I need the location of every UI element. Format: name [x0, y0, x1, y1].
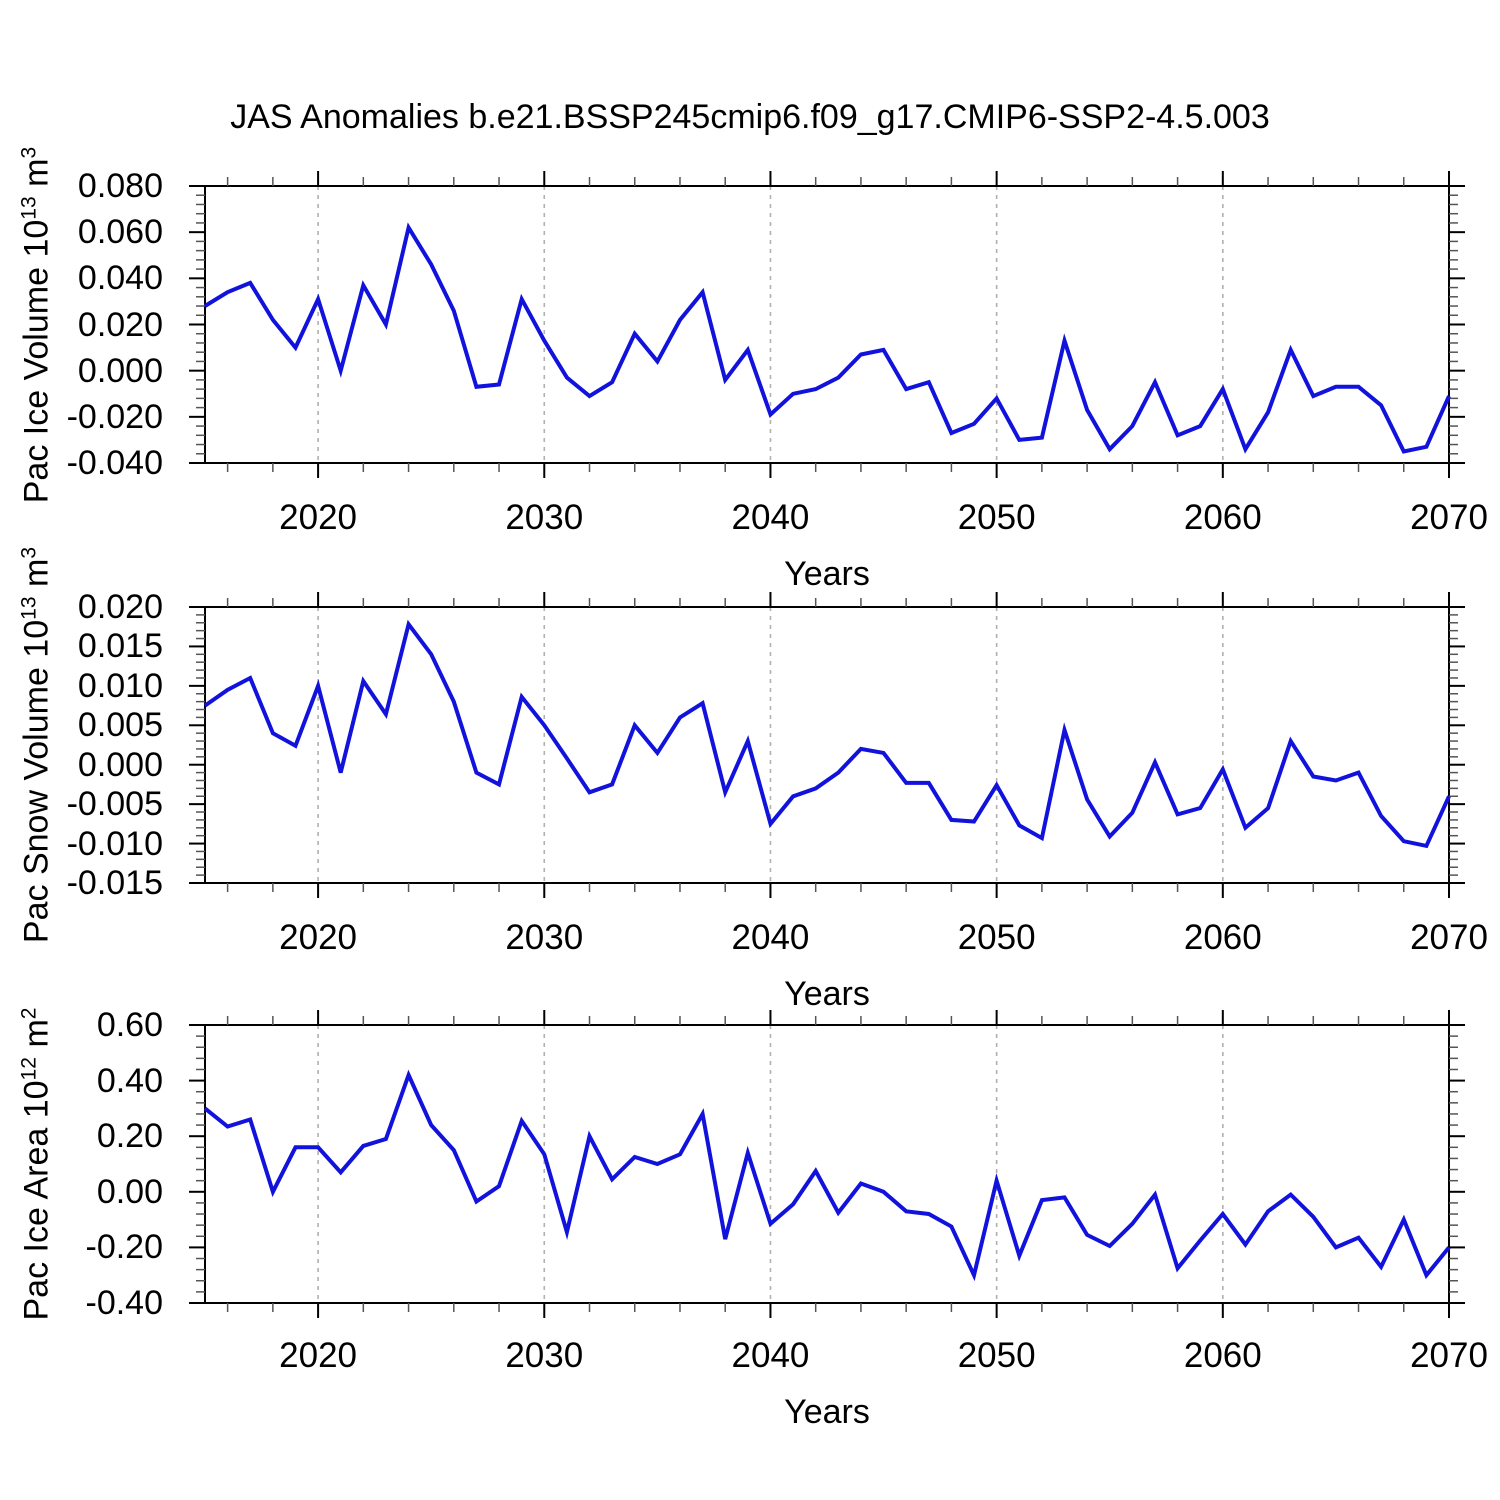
- data-line-pac-ice-volume-anomaly: [203, 222, 1451, 454]
- y-tick-label: 0.020: [77, 588, 163, 626]
- x-tick-label: 2050: [957, 498, 1036, 537]
- y-tick-label: -0.005: [66, 785, 163, 824]
- chart-title: JAS Anomalies b.e21.BSSP245cmip6.f09_g17…: [230, 98, 1270, 136]
- x-tick-label: 2070: [1410, 498, 1488, 537]
- y-tick-label: -0.040: [66, 444, 163, 482]
- x-tick-label: 2030: [505, 498, 584, 537]
- x-axis-label: Years: [784, 1393, 870, 1431]
- y-tick-label: 0.060: [77, 213, 163, 252]
- axis-frame: [204, 1024, 1450, 1304]
- x-tick-label: 2060: [1183, 498, 1262, 537]
- y-tick-label: 0.00: [96, 1172, 163, 1211]
- y-axis-label: Pac Ice Area 1012 m2: [17, 1007, 56, 1321]
- y-tick-label: 0.40: [96, 1061, 163, 1100]
- x-axis-label: Years: [784, 975, 870, 1013]
- y-tick-label: 0.020: [77, 305, 163, 344]
- y-tick-label: 0.20: [96, 1117, 163, 1156]
- x-tick-label: 2020: [279, 498, 358, 537]
- x-tick-label: 2050: [957, 1336, 1036, 1375]
- y-tick-label: -0.20: [85, 1228, 164, 1267]
- x-tick-label: 2030: [505, 918, 584, 957]
- y-tick-label: 0.080: [77, 167, 163, 205]
- y-axis-label: Pac Ice Volume 1013 m3: [17, 146, 56, 503]
- x-tick-label: 2060: [1183, 918, 1262, 957]
- data-line-pac-ice-area-anomaly: [203, 1069, 1451, 1282]
- y-tick-label: 0.010: [77, 666, 163, 705]
- y-tick-label: -0.40: [85, 1284, 164, 1322]
- y-tick-label: 0.000: [77, 745, 163, 784]
- y-tick-label: 0.040: [77, 259, 163, 298]
- x-tick-label: 2040: [731, 498, 810, 537]
- x-tick-label: 2040: [731, 918, 810, 957]
- y-tick-label: 0.000: [77, 351, 163, 390]
- y-axis-label: Pac Snow Volume 1013 m3: [17, 546, 56, 944]
- x-tick-label: 2070: [1410, 918, 1488, 957]
- axis-frame: [204, 606, 1450, 884]
- x-tick-label: 2040: [731, 1336, 810, 1375]
- x-tick-label: 2020: [279, 1336, 358, 1375]
- x-tick-label: 2070: [1410, 1336, 1488, 1375]
- x-tick-label: 2030: [505, 1336, 584, 1375]
- x-tick-label: 2020: [279, 918, 358, 957]
- y-tick-label: -0.015: [66, 864, 163, 902]
- y-tick-label: -0.020: [66, 397, 163, 436]
- y-tick-label: -0.010: [66, 824, 163, 863]
- y-tick-label: 0.005: [77, 706, 163, 745]
- x-axis-label: Years: [784, 555, 870, 593]
- data-line-pac-snow-volume-anomaly: [203, 619, 1451, 849]
- x-tick-label: 2060: [1183, 1336, 1262, 1375]
- y-tick-label: 0.60: [96, 1006, 163, 1044]
- y-tick-label: 0.015: [77, 627, 163, 666]
- x-tick-label: 2050: [957, 918, 1036, 957]
